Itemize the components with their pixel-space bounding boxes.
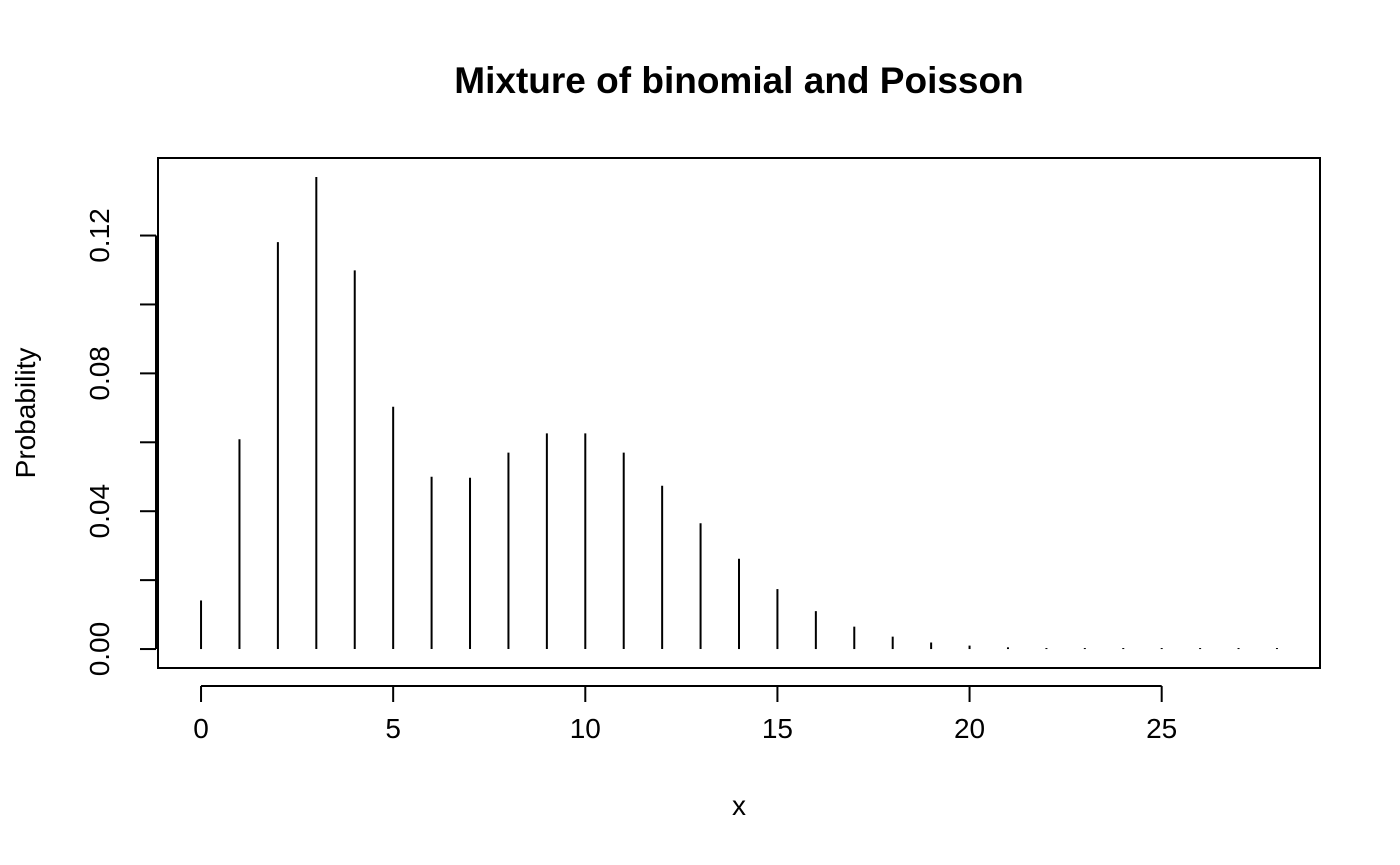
x-tick-label: 25 (1146, 713, 1177, 744)
x-tick-label: 10 (570, 713, 601, 744)
x-tick-label: 5 (385, 713, 401, 744)
y-axis: 0.00 0.04 0.08 0.12 (84, 208, 157, 677)
y-tick-label: 0.04 (84, 484, 115, 539)
y-tick-label: 0.08 (84, 346, 115, 401)
y-tick-label: 0.12 (84, 208, 115, 263)
chart-title: Mixture of binomial and Poisson (454, 60, 1023, 101)
x-tick-label: 0 (193, 713, 209, 744)
x-tick-label: 20 (954, 713, 985, 744)
y-tick-label: 0.00 (84, 622, 115, 677)
y-axis-label: Probability (10, 348, 41, 479)
plot-area-box (157, 157, 1321, 669)
spike-series (200, 176, 1278, 650)
x-axis-label: x (732, 790, 746, 821)
x-axis: 0 5 10 15 20 25 (193, 685, 1177, 744)
x-tick-label: 15 (762, 713, 793, 744)
